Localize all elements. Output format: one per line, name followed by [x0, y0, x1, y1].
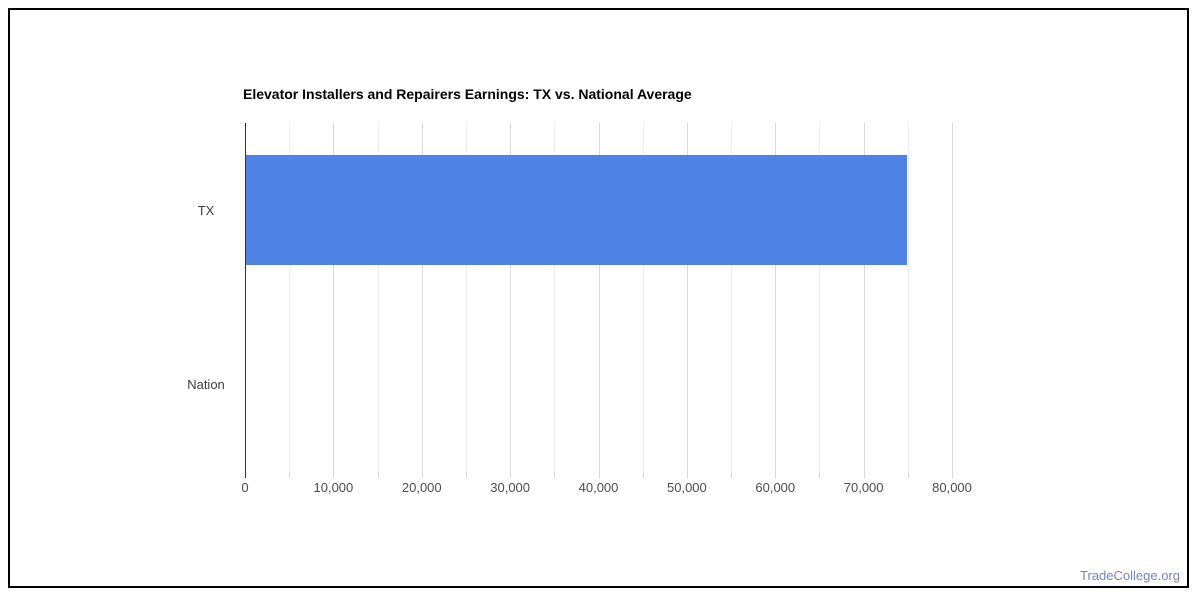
x-tick-label: 30,000: [490, 480, 531, 495]
axis-tick: [642, 472, 644, 478]
gridline: [377, 123, 379, 472]
x-tick-label: 10,000: [313, 480, 354, 495]
gridline: [554, 123, 556, 472]
gridline: [952, 123, 953, 472]
gridline: [465, 123, 467, 472]
plot-area: [245, 123, 953, 478]
x-tick-label: 20,000: [401, 480, 442, 495]
x-tick-label: 80,000: [932, 480, 972, 495]
gridline: [598, 123, 600, 472]
chart-title: Elevator Installers and Repairers Earnin…: [243, 86, 692, 102]
gridline: [510, 123, 512, 472]
axis-tick: [554, 472, 556, 478]
x-tick-label: 0: [241, 480, 249, 495]
y-axis-line: [245, 123, 246, 478]
axis-tick: [907, 472, 909, 478]
gridline: [333, 123, 335, 472]
chart-frame: Elevator Installers and Repairers Earnin…: [8, 8, 1189, 588]
gridline: [907, 123, 909, 472]
gridline: [819, 123, 821, 472]
axis-tick: [598, 472, 600, 478]
axis-tick: [289, 472, 291, 478]
axis-tick: [421, 472, 423, 478]
gridline: [642, 123, 644, 472]
gridline: [863, 123, 865, 472]
category-label-nation: Nation: [187, 377, 225, 393]
x-tick-label: 60,000: [755, 480, 796, 495]
x-tick-label: 40,000: [578, 480, 619, 495]
gridline: [421, 123, 423, 472]
axis-tick: [510, 472, 512, 478]
y-axis-labels: TX Nation: [146, 123, 266, 472]
axis-tick: [819, 472, 821, 478]
axis-tick: [686, 472, 688, 478]
axis-tick: [333, 472, 335, 478]
axis-tick: [465, 472, 467, 478]
axis-tick: [775, 472, 777, 478]
gridline: [775, 123, 777, 472]
axis-tick: [952, 472, 953, 478]
x-tick-label: 50,000: [666, 480, 707, 495]
axis-tick: [731, 472, 733, 478]
axis-tick: [377, 472, 379, 478]
gridline: [731, 123, 733, 472]
x-axis: 0 10,000 20,000 30,000 40,000 50,000 60,000 70,…: [241, 480, 1005, 500]
footer-link[interactable]: TradeCollege.org: [1080, 568, 1180, 583]
x-tick-label: 70,000: [843, 480, 884, 495]
gridline: [686, 123, 688, 472]
category-label-tx: TX: [197, 202, 215, 218]
bar-tx[interactable]: [246, 155, 908, 266]
gridline: [289, 123, 291, 472]
axis-tick: [863, 472, 865, 478]
